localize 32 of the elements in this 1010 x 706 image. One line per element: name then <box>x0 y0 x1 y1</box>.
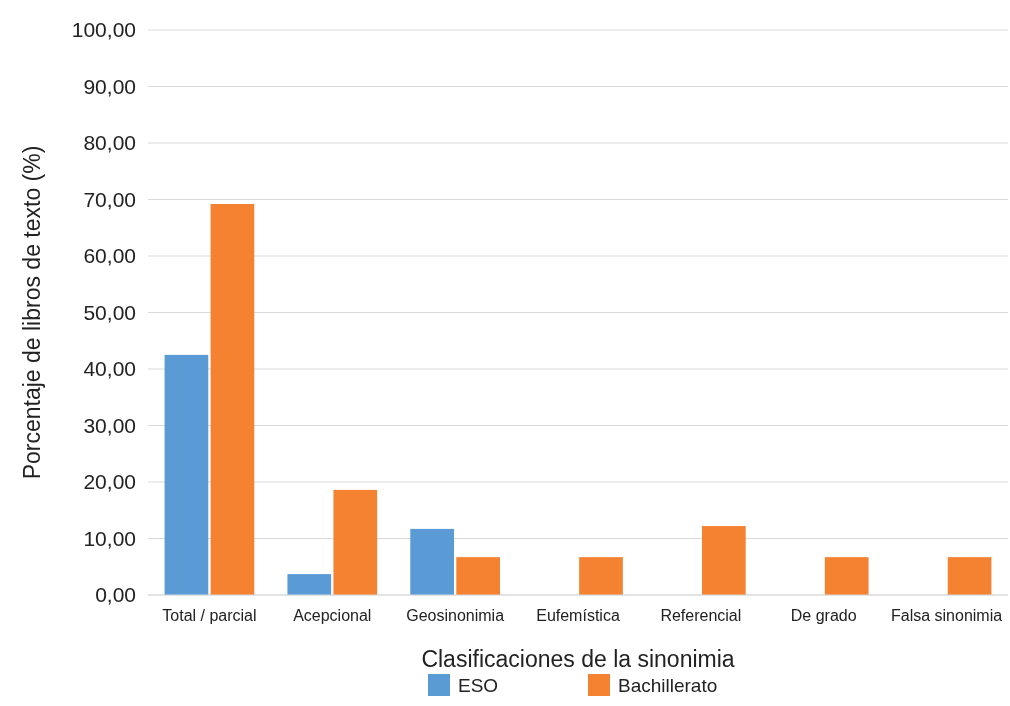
y-tick-label: 30,00 <box>83 413 136 437</box>
bar <box>164 354 209 595</box>
y-tick-label: 70,00 <box>83 187 136 211</box>
x-axis-title: Clasificaciones de la sinonimia <box>421 646 735 672</box>
bar <box>824 557 869 595</box>
bar <box>333 489 378 595</box>
x-tick-label: Geosinonimia <box>406 607 505 624</box>
x-tick-label: Eufemística <box>536 607 620 624</box>
y-tick-label: 100,00 <box>71 18 136 42</box>
y-axis-title: Porcentaje de libros de texto (%) <box>19 145 45 480</box>
x-tick-label: De grado <box>790 607 857 624</box>
y-tick-label: 0,00 <box>95 583 136 607</box>
y-tick-label: 40,00 <box>83 357 136 381</box>
bar <box>287 574 332 595</box>
x-tick-label: Falsa sinonimia <box>890 607 1003 624</box>
y-tick-label: 50,00 <box>83 300 136 324</box>
y-tick-label: 60,00 <box>83 244 136 268</box>
y-tick-label: 10,00 <box>83 526 136 550</box>
x-tick-label: Referencial <box>660 607 742 624</box>
y-tick-label: 80,00 <box>83 131 136 155</box>
y-tick-label: 20,00 <box>83 470 136 494</box>
bar <box>410 528 454 595</box>
y-tick-label: 90,00 <box>83 74 136 98</box>
bar <box>210 204 255 595</box>
bar <box>456 557 500 595</box>
x-tick-label: Acepcional <box>293 607 372 624</box>
bar <box>947 557 992 595</box>
legend-label: ESO <box>458 674 499 696</box>
bar <box>579 557 623 595</box>
legend-label: Bachillerato <box>618 674 718 696</box>
x-tick-label: Total / parcial <box>162 607 257 624</box>
bar <box>702 526 746 595</box>
